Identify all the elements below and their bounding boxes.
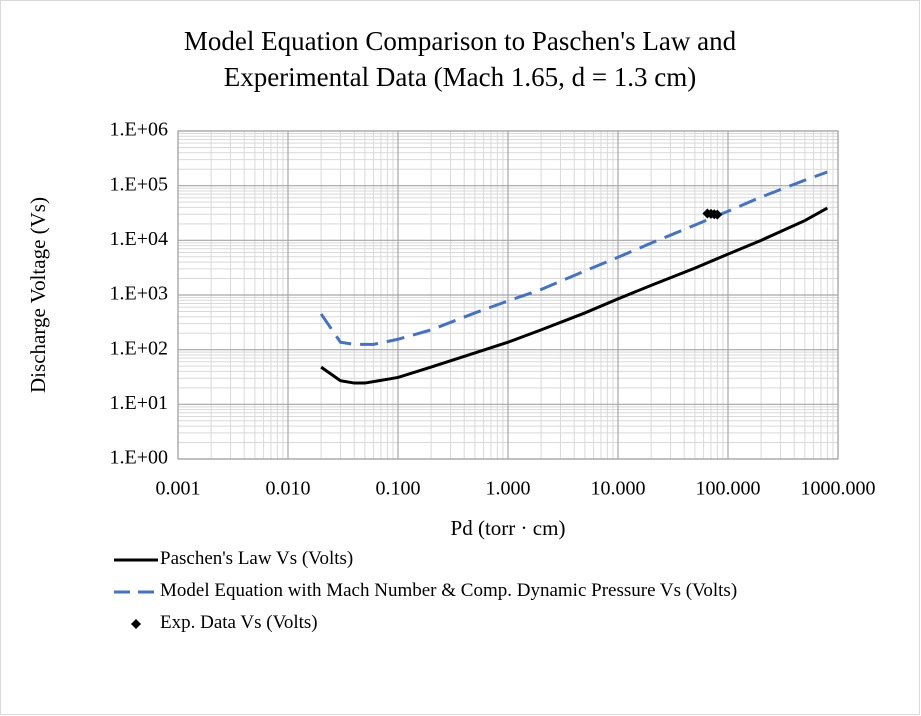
series-line: [319, 170, 828, 346]
y-axis-title: Discharge Voltage (Vs): [26, 197, 50, 393]
legend-label: Model Equation with Mach Number & Comp. …: [160, 580, 738, 601]
y-tick-label: 1.E+06: [110, 119, 169, 141]
y-tick-label: 1.E+04: [110, 228, 169, 250]
x-tick-label: 10.000: [591, 478, 646, 500]
legend-swatch: [114, 558, 158, 562]
legend-marker: [131, 619, 141, 629]
y-tick-label: 1.E+01: [110, 392, 169, 414]
x-tick-label: 0.100: [376, 478, 421, 500]
chart-title: Experimental Data (Mach 1.65, d = 1.3 cm…: [224, 62, 697, 92]
legend-entry: Exp. Data Vs (Volts): [112, 612, 832, 634]
legend-label: Exp. Data Vs (Volts): [160, 612, 318, 633]
legend-label: Paschen's Law Vs (Volts): [160, 548, 354, 569]
x-tick-label: 0.010: [266, 478, 311, 500]
x-tick-label: 1000.000: [801, 478, 876, 500]
series-line: [320, 206, 829, 385]
y-tick-label: 1.E+05: [110, 173, 169, 195]
data-point: [712, 209, 723, 220]
y-tick-label: 1.E+03: [110, 283, 169, 305]
x-tick-label: 100.000: [696, 478, 761, 500]
x-tick-label: 1.000: [486, 478, 531, 500]
y-tick-label: 1.E+02: [110, 337, 169, 359]
x-tick-label: 0.001: [156, 478, 201, 500]
legend: Paschen's Law Vs (Volts) Model Equation w…: [112, 548, 832, 644]
legend-swatch: [114, 590, 158, 594]
x-axis-title: Pd (torr · cm): [451, 516, 566, 540]
plot-area: [177, 130, 839, 460]
chart-title: Model Equation Comparison to Paschen's L…: [184, 26, 737, 56]
legend-entry: Paschen's Law Vs (Volts): [112, 548, 832, 570]
y-tick-label: 1.E+00: [110, 447, 169, 469]
legend-entry: Model Equation with Mach Number & Comp. …: [112, 580, 832, 602]
legend-swatch: [131, 619, 141, 629]
